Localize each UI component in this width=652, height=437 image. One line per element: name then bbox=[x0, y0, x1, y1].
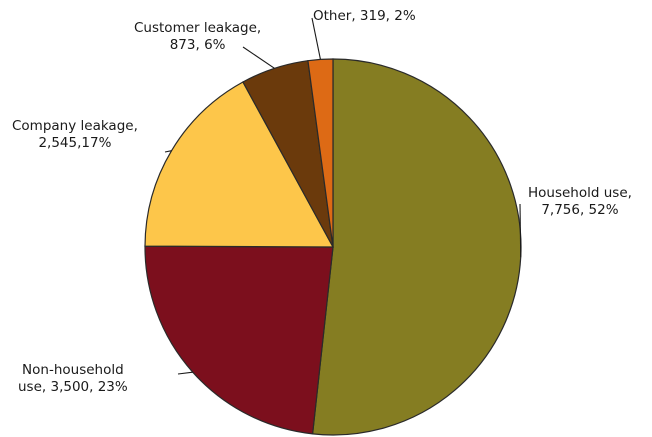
slice-household-use bbox=[311, 58, 522, 436]
label-non-household-use: Non-household use, 3,500, 23% bbox=[18, 362, 128, 396]
label-customer-leakage-line-1: Customer leakage, bbox=[134, 20, 262, 36]
pie-slices bbox=[144, 58, 522, 436]
leader-line-other bbox=[311, 17, 321, 60]
leader-line-company-leakage bbox=[164, 150, 172, 153]
leader-line-non-household-use bbox=[177, 371, 193, 375]
label-customer-leakage: Customer leakage, 873, 6% bbox=[134, 20, 261, 54]
label-company-leakage: Company leakage, 2,545,17% bbox=[12, 118, 138, 152]
label-household-use-line-2: 7,756, 52% bbox=[541, 202, 619, 218]
slice-other bbox=[307, 58, 334, 248]
label-other: Other, 319, 2% bbox=[313, 8, 416, 25]
label-company-leakage-line-1: Company leakage, bbox=[12, 118, 138, 134]
label-household-use-line-1: Household use, bbox=[528, 185, 632, 201]
label-company-leakage-line-2: 2,545,17% bbox=[38, 135, 112, 151]
label-customer-leakage-line-2: 873, 6% bbox=[169, 37, 226, 53]
leader-line-customer-leakage bbox=[242, 46, 275, 69]
label-household-use: Household use, 7,756, 52% bbox=[528, 185, 632, 219]
slice-non-household-use bbox=[144, 245, 334, 435]
label-non-household-use-line-2: use, 3,500, 23% bbox=[18, 379, 128, 395]
label-other-line-1: Other, 319, 2% bbox=[313, 8, 416, 24]
label-non-household-use-line-1: Non-household bbox=[22, 362, 124, 378]
leader-line-household-use bbox=[519, 203, 522, 258]
leader-lines bbox=[164, 17, 522, 375]
